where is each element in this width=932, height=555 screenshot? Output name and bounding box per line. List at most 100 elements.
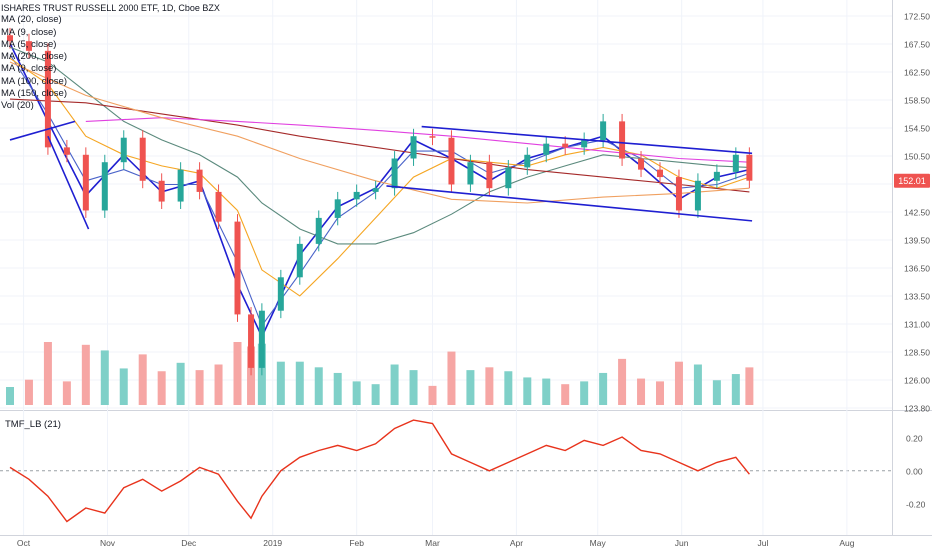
time-tick-label: May	[590, 538, 607, 548]
symbol-title: ISHARES TRUST RUSSELL 2000 ETF, 1D, Cboe…	[1, 3, 220, 13]
candle	[410, 136, 417, 159]
volume-bar	[195, 370, 204, 405]
volume-bar	[314, 367, 323, 405]
volume-bar	[157, 371, 166, 405]
candle	[196, 169, 203, 192]
volume-bar	[656, 381, 664, 405]
time-tick-label: Nov	[100, 538, 116, 548]
time-tick-label: Dec	[181, 538, 197, 548]
price-tick-label: 150.50	[904, 152, 930, 162]
volume-bar	[233, 342, 242, 405]
study-legend: ISHARES TRUST RUSSELL 2000 ETF, 1D, Cboe…	[1, 2, 220, 113]
volume-bar	[409, 370, 418, 405]
volume-bar	[466, 370, 475, 405]
time-tick-label: Mar	[425, 538, 440, 548]
candle	[120, 137, 127, 163]
volume-bar	[523, 377, 532, 405]
candle	[177, 169, 184, 202]
candle	[486, 162, 493, 189]
study-label[interactable]: MA (5, close)	[1, 38, 57, 50]
indicator-tick-label: 0.00	[906, 467, 923, 477]
price-tick-label: 139.50	[904, 236, 930, 246]
study-label[interactable]: MA (20, close)	[1, 14, 62, 26]
volume-bar	[693, 364, 702, 405]
volume-bar	[561, 384, 570, 405]
candle	[467, 162, 474, 185]
moving-average-line	[9, 57, 750, 297]
volume-bar	[674, 361, 683, 405]
volume-bar	[390, 364, 399, 405]
candle	[600, 121, 607, 140]
candle	[619, 121, 626, 159]
volume-bar	[637, 378, 646, 405]
price-tick-label: 142.50	[904, 208, 930, 218]
time-tick-label: Aug	[839, 538, 854, 548]
candle	[746, 154, 753, 181]
indicator-tick-label: -0.20	[906, 500, 926, 510]
indicator-label[interactable]: TMF_LB (21)	[5, 419, 61, 430]
candle	[694, 180, 701, 211]
study-label[interactable]: MA (100, close)	[1, 75, 67, 87]
candle	[158, 180, 165, 202]
study-label[interactable]: MA (9, close)	[1, 26, 57, 38]
price-tick-label: 136.50	[904, 264, 930, 274]
volume-bar	[485, 367, 494, 405]
candle	[638, 158, 645, 170]
candle	[139, 137, 146, 181]
study-label[interactable]: MA (9, close)	[1, 63, 57, 75]
volume-bar	[542, 378, 551, 405]
volume-bar	[580, 381, 589, 405]
candle	[543, 143, 550, 155]
candle	[215, 191, 222, 222]
volume-bar	[731, 374, 740, 405]
candle	[732, 154, 739, 172]
volume-bar	[247, 346, 256, 405]
moving-average-line	[9, 46, 750, 245]
candle	[657, 169, 663, 178]
volume-bar	[295, 361, 304, 405]
price-tick-label: 172.50	[904, 12, 930, 22]
volume-bar	[599, 372, 608, 405]
volume-bar	[428, 385, 437, 405]
study-label[interactable]: MA (150, close)	[1, 88, 67, 100]
last-price-tag	[894, 173, 930, 188]
trendline	[421, 125, 753, 155]
volume-bar	[62, 381, 71, 405]
volume-bar	[214, 364, 223, 405]
trendline	[386, 185, 753, 222]
volume-bar	[504, 371, 513, 405]
price-tick-label: 162.50	[904, 68, 930, 78]
trendline	[47, 135, 90, 230]
volume-bar	[24, 379, 33, 405]
study-label[interactable]: MA (200, close)	[1, 51, 67, 63]
candle	[315, 217, 322, 244]
candle	[63, 147, 70, 155]
time-tick-label: 2019	[263, 538, 282, 548]
candle	[7, 35, 13, 42]
volume-bar	[745, 367, 754, 405]
study-label[interactable]: Vol (20)	[1, 100, 34, 112]
price-tick-label: 133.50	[904, 292, 930, 302]
candle	[372, 188, 379, 192]
volume-bar	[333, 372, 342, 405]
candle	[391, 158, 398, 189]
volume-bar	[81, 344, 90, 405]
tmf-line	[9, 419, 750, 523]
candle	[82, 154, 89, 211]
time-tick-label: Jul	[757, 538, 768, 548]
time-tick-label: Oct	[17, 538, 31, 548]
indicator-tick-label: 0.20	[906, 434, 923, 444]
candle	[296, 243, 303, 278]
volume-bar	[100, 350, 109, 405]
volume-bar	[119, 368, 128, 405]
candle	[101, 162, 108, 211]
volume-bar	[447, 351, 456, 405]
indicator-pane	[0, 411, 892, 535]
candle	[234, 221, 241, 315]
time-tick-label: Apr	[510, 538, 523, 548]
candle	[429, 136, 436, 138]
candle	[713, 171, 720, 181]
price-tick-label: 167.50	[904, 40, 930, 50]
